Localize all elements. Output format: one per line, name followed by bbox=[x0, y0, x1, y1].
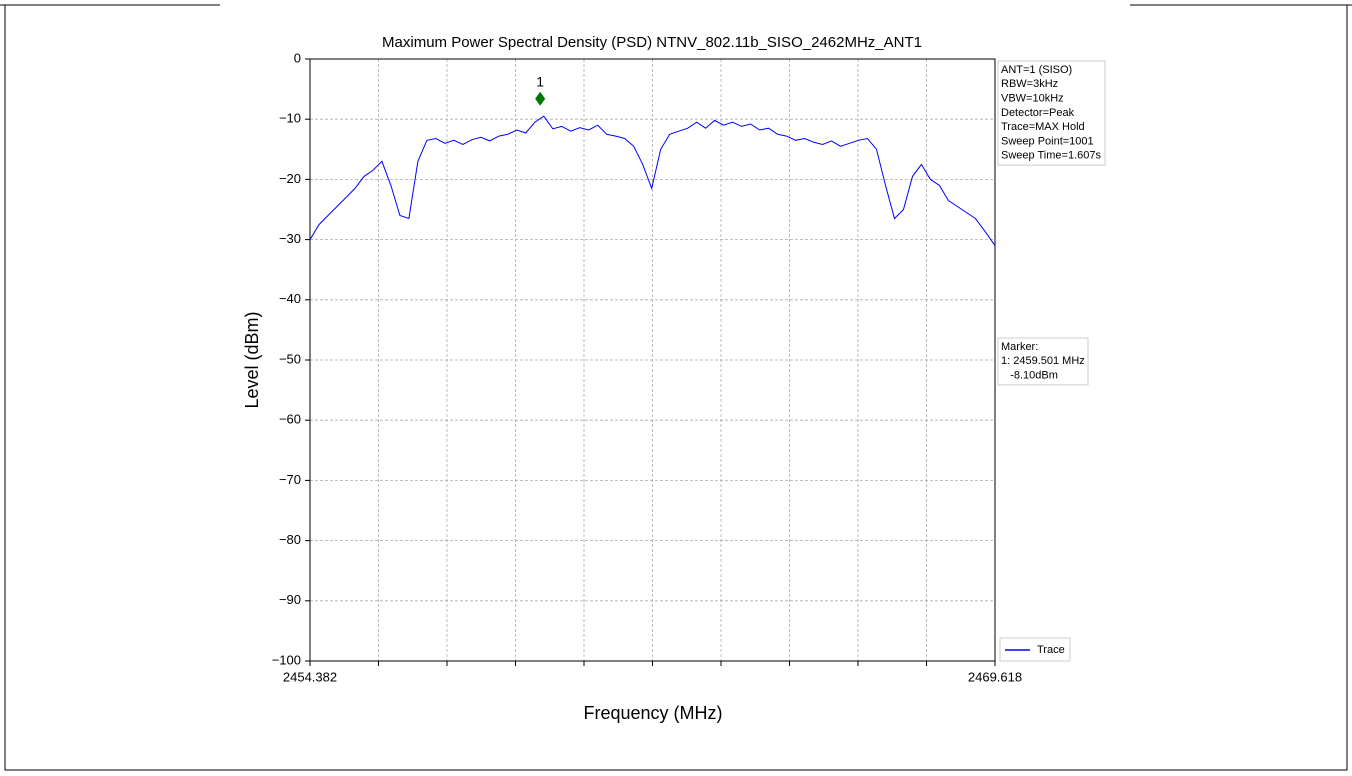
info-text: -8.10dBm bbox=[1001, 370, 1058, 382]
page-frame bbox=[0, 4, 1352, 771]
info-text: Trace=MAX Hold bbox=[1001, 121, 1085, 133]
x-tick-label: 2454.382 bbox=[283, 669, 337, 684]
y-tick-label: −90 bbox=[279, 592, 301, 607]
plot-frame bbox=[309, 58, 996, 662]
y-tick-label: −20 bbox=[279, 171, 301, 186]
legend-label: Trace bbox=[1037, 644, 1065, 656]
info-box bbox=[997, 60, 1106, 166]
y-tick-label: 0 bbox=[294, 50, 301, 65]
info-text: VBW=10kHz bbox=[1001, 93, 1064, 105]
info-text: Sweep Point=1001 bbox=[1001, 135, 1094, 147]
y-axis-label: Level (dBm) bbox=[242, 311, 262, 408]
x-axis-label: Frequency (MHz) bbox=[583, 703, 722, 723]
chart-title: Maximum Power Spectral Density (PSD) NTN… bbox=[382, 34, 922, 51]
legend-box bbox=[999, 637, 1071, 662]
y-tick-label: −60 bbox=[279, 412, 301, 427]
marker-diamond bbox=[535, 91, 546, 106]
info-text: ANT=1 (SISO) bbox=[1001, 64, 1072, 76]
info-text: Marker: bbox=[1001, 341, 1038, 353]
info-text: Detector=Peak bbox=[1001, 107, 1075, 119]
marker-label: 1 bbox=[536, 73, 544, 89]
y-tick-label: −50 bbox=[279, 351, 301, 366]
y-tick-label: −30 bbox=[279, 231, 301, 246]
y-tick-label: −40 bbox=[279, 291, 301, 306]
info-text: Sweep Time=1.607s bbox=[1001, 150, 1101, 162]
y-tick-label: −70 bbox=[279, 472, 301, 487]
y-tick-label: −10 bbox=[279, 111, 301, 126]
y-tick-label: −80 bbox=[279, 532, 301, 547]
info-box bbox=[997, 337, 1089, 386]
trace-line bbox=[309, 115, 996, 246]
x-tick-label: 2469.618 bbox=[968, 669, 1022, 684]
info-text: 1: 2459.501 MHz bbox=[1001, 355, 1085, 367]
info-text: RBW=3kHz bbox=[1001, 78, 1058, 90]
y-tick-label: −100 bbox=[272, 652, 301, 667]
